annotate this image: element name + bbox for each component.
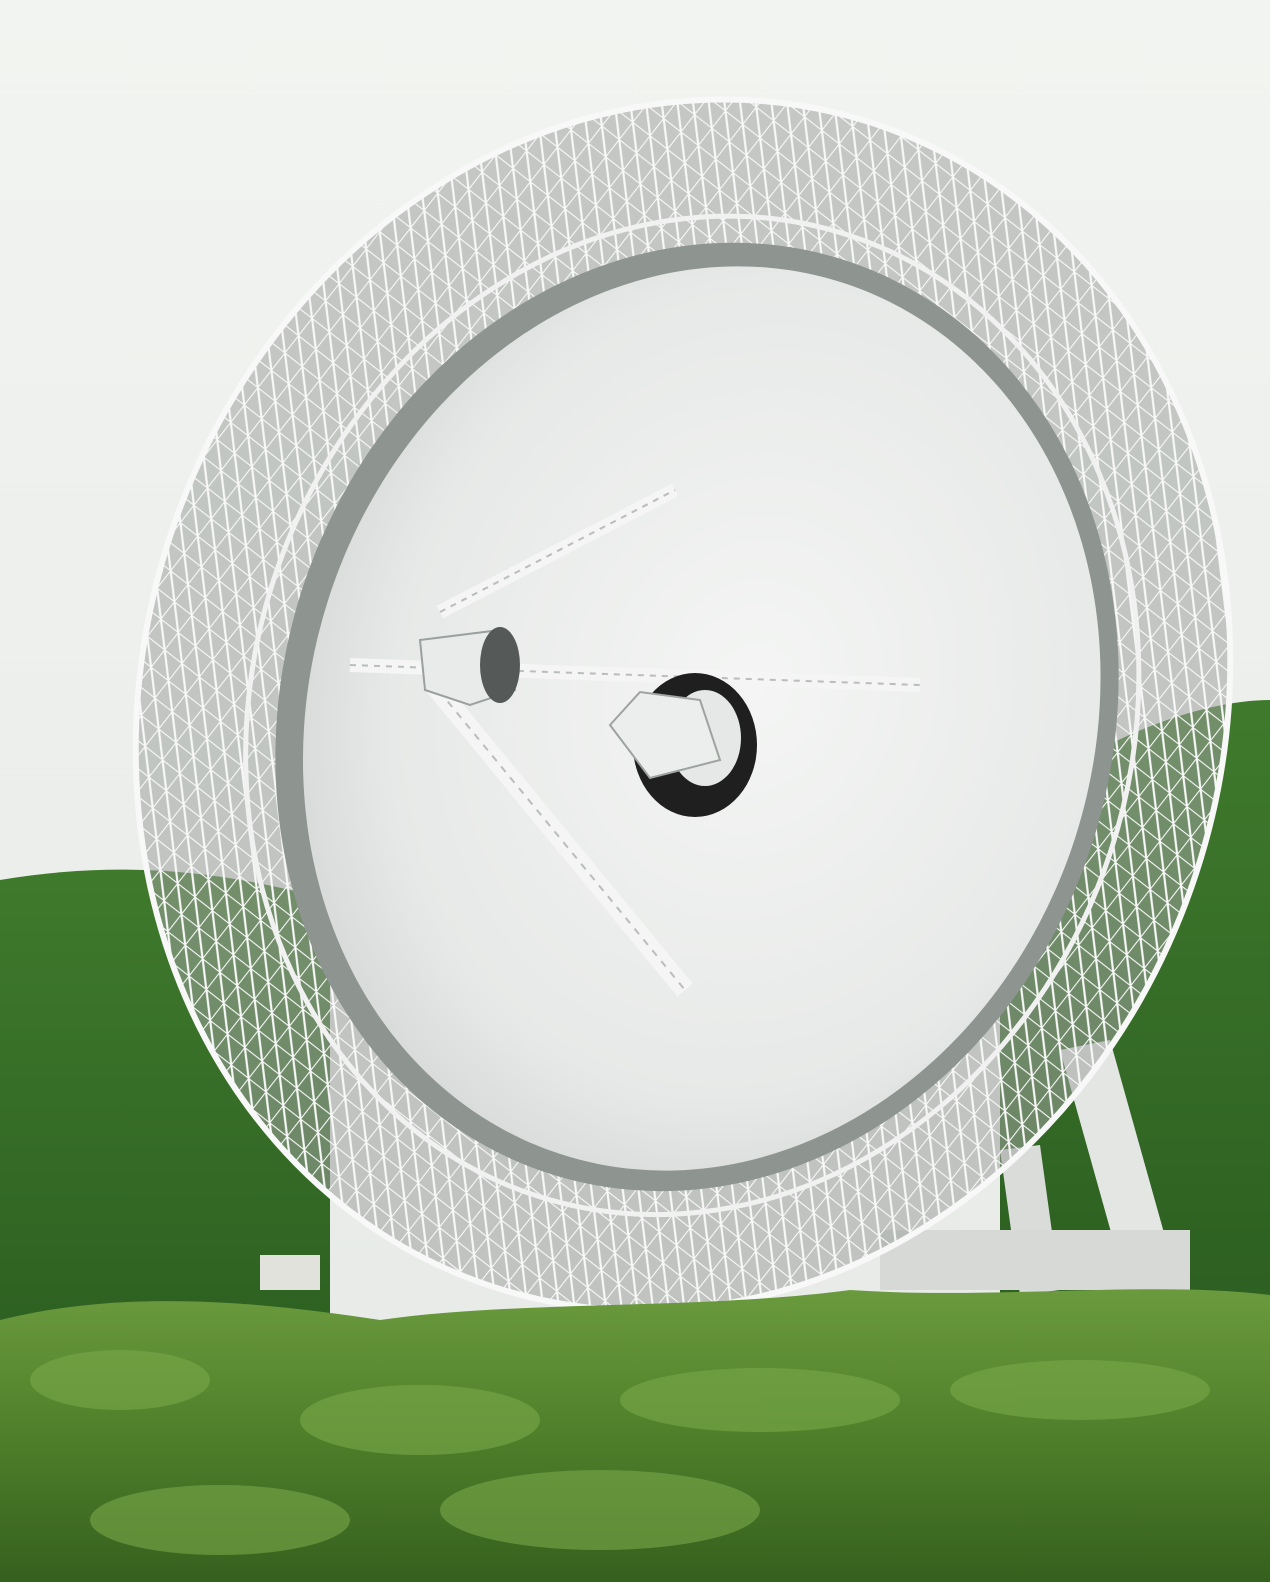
feed-arm-truss — [439, 489, 676, 613]
support-base — [880, 1230, 1190, 1290]
bush — [620, 1368, 900, 1432]
bush — [30, 1350, 210, 1410]
bush — [440, 1470, 760, 1550]
focus-cabin — [608, 690, 722, 780]
support-structure — [260, 1040, 1190, 1300]
bush — [90, 1485, 350, 1555]
rim-ring — [243, 213, 1142, 1218]
feed-arm-truss — [429, 679, 686, 991]
bush — [950, 1360, 1210, 1420]
prime-focus — [608, 673, 757, 817]
feed-arms — [349, 483, 921, 997]
secondary-ring — [480, 627, 520, 703]
hut — [260, 1255, 320, 1290]
bush — [300, 1385, 540, 1455]
bush-highlights — [30, 1350, 1210, 1555]
